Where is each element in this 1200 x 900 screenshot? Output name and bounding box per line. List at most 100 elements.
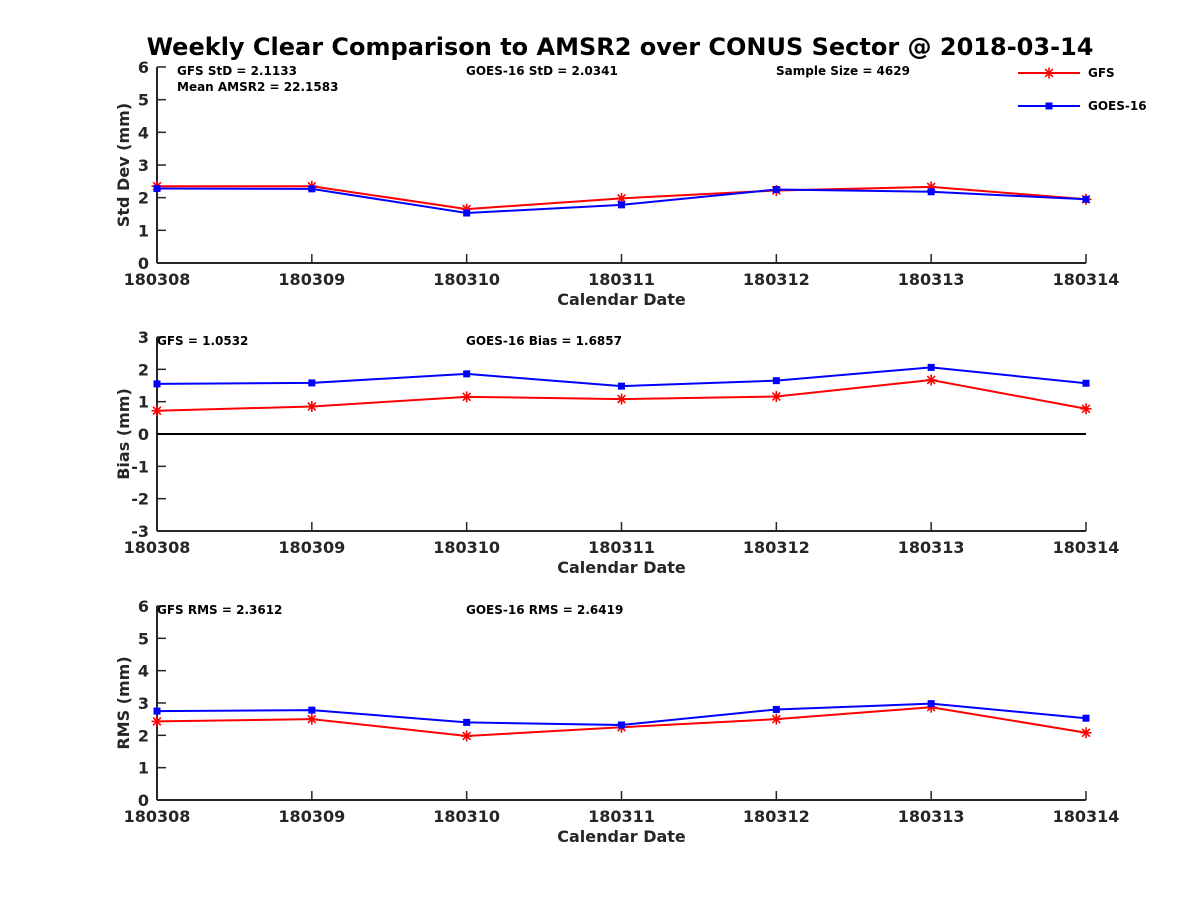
asterisk-stroke [307,714,317,724]
data-point-gfs [616,393,627,405]
y-tick-label: -3 [131,522,149,541]
data-point-gfs [461,391,473,403]
y-tick-label: 1 [138,221,149,240]
data-point-goes-16 [153,380,161,388]
annotation-text: GFS StD = 2.1133 [177,64,297,78]
x-tick-label: 180309 [278,538,345,557]
data-point-goes-16 [1082,195,1090,203]
asterisk-stroke [462,392,472,402]
x-axis-label: Calendar Date [557,827,686,846]
data-point-goes-16 [927,700,935,708]
data-point-goes-16 [463,370,471,378]
y-tick-label: 3 [138,328,149,347]
data-point-goes-16 [618,721,625,729]
asterisk-stroke [152,406,162,416]
panels: 0 1 2 3 4 5 6 180308 180309 180310 180311 180312 180… [114,58,1119,846]
annotation-text: Sample Size = 4629 [776,64,910,78]
x-tick-label: 180311 [588,807,655,826]
y-tick-label: 1 [138,759,149,778]
data-point-gfs [925,374,937,386]
data-point-goes-16 [927,363,935,371]
data-point-goes-16 [1082,379,1090,387]
x-tick-label: 180310 [433,807,500,826]
data-point-goes-16 [153,185,161,193]
data-point-gfs [306,401,318,413]
data-point-goes-16 [772,186,780,193]
legend-item-goes-16: GOES-16 [1018,99,1147,113]
chart-title: Weekly Clear Comparison to AMSR2 over CO… [147,33,1094,61]
data-point-goes-16 [308,185,316,193]
x-axis-label: Calendar Date [557,558,686,577]
y-tick-label: 3 [138,694,149,713]
y-tick-label: 6 [138,597,149,616]
data-point-gfs [770,713,782,725]
x-tick-label: 180308 [124,807,191,826]
annotation-text: GFS = 1.0532 [157,334,248,348]
legend-label: GFS [1088,66,1115,80]
x-tick-label: 180308 [124,270,191,289]
asterisk-stroke [617,394,626,404]
x-tick-label: 180313 [898,807,965,826]
y-tick-label: 4 [138,662,149,681]
y-tick-label: 0 [138,425,149,444]
data-point-goes-16 [927,188,935,196]
data-point-goes-16 [463,718,471,726]
chart-panel-2: -3 -2 -1 0 1 2 3 180308 180309 180310 180311 180312… [114,328,1119,577]
y-tick-label: 3 [138,156,149,175]
y-axis-label: Std Dev (mm) [114,103,133,227]
x-tick-label: 180308 [124,538,191,557]
y-tick-label: -2 [131,490,149,509]
annotation-text: GOES-16 StD = 2.0341 [466,64,618,78]
x-tick-label: 180314 [1053,538,1120,557]
data-point-gfs [151,405,163,417]
annotation-text: Mean AMSR2 = 22.1583 [177,80,338,94]
legend: GFS GOES-16 [1018,66,1147,113]
legend-square-icon [1045,102,1053,110]
asterisk-stroke [1081,404,1091,414]
asterisk-stroke [1081,728,1091,738]
asterisk-stroke [152,716,162,726]
x-tick-label: 180312 [743,538,810,557]
data-point-gfs [1080,727,1092,739]
y-tick-label: 4 [138,123,149,142]
x-tick-label: 180313 [898,538,965,557]
asterisk-stroke [1044,68,1054,78]
asterisk-stroke [771,392,781,401]
x-tick-label: 180311 [588,270,655,289]
data-point-gfs [461,730,473,742]
x-tick-label: 180309 [278,270,345,289]
y-axis-label: RMS (mm) [114,656,133,749]
chart-panel-1: 0 1 2 3 4 5 6 180308 180309 180310 180311 180312 180… [114,58,1119,309]
y-tick-label: 2 [138,360,149,379]
data-point-gfs [306,713,318,725]
asterisk-stroke [617,193,626,203]
data-point-goes-16 [1082,714,1090,722]
data-point-goes-16 [618,201,625,209]
data-point-gfs [616,192,627,204]
data-point-goes-16 [618,382,625,390]
asterisk-stroke [307,402,317,411]
y-tick-label: 2 [138,189,149,208]
x-tick-label: 180310 [433,270,500,289]
y-tick-label: 1 [138,393,149,412]
data-point-gfs [1080,403,1092,415]
x-tick-label: 180314 [1053,807,1120,826]
annotation-text: GOES-16 Bias = 1.6857 [466,334,622,348]
y-tick-label: 6 [138,58,149,77]
data-point-goes-16 [308,706,316,714]
data-point-gfs [770,390,782,402]
y-tick-label: 5 [138,91,149,110]
data-point-goes-16 [772,705,780,713]
x-tick-label: 180311 [588,538,655,557]
x-tick-label: 180312 [743,270,810,289]
legend-label: GOES-16 [1088,99,1147,113]
x-tick-label: 180310 [433,538,500,557]
y-tick-label: -1 [131,457,149,476]
y-tick-label: 5 [138,629,149,648]
y-tick-label: 0 [138,254,149,273]
asterisk-stroke [926,375,936,385]
data-point-goes-16 [308,379,316,387]
asterisk-stroke [462,731,472,741]
annotation-text: GOES-16 RMS = 2.6419 [466,603,623,617]
